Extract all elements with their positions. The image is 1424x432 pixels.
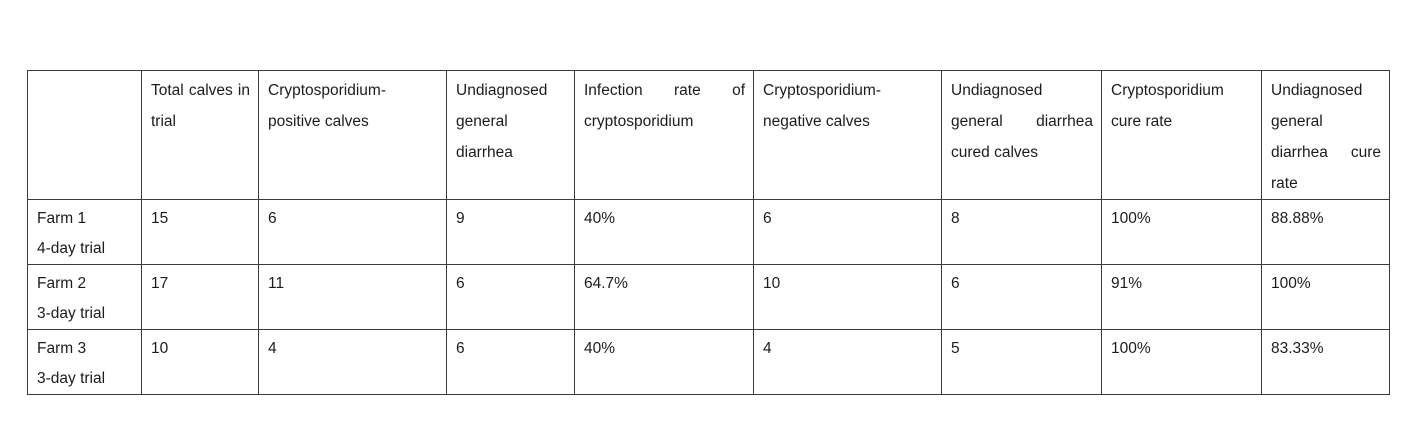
row-label-cell: Farm 1 4-day trial xyxy=(27,199,142,265)
table-cell: 40% xyxy=(574,199,754,265)
table-cell: 64.7% xyxy=(574,264,754,330)
table-cell: 40% xyxy=(574,329,754,395)
table-row-farm-1: Farm 1 4-day trial 15 6 9 40% 6 8 100% 8… xyxy=(27,199,1390,265)
farm-label: Farm 2 xyxy=(37,275,87,292)
table-cell: 5 xyxy=(941,329,1102,395)
header-undiagnosed-diarrhea: Undiagnosed general diarrhea xyxy=(446,70,575,200)
table-cell: 4 xyxy=(753,329,942,395)
row-label-cell: Farm 2 3-day trial xyxy=(27,264,142,330)
header-total-calves: Total calves in trial xyxy=(141,70,259,200)
table-cell: 100% xyxy=(1101,199,1262,265)
table-cell: 17 xyxy=(141,264,259,330)
header-crypto-cure-rate: Cryptosporidium cure rate xyxy=(1101,70,1262,200)
calf-trial-table: Total calves in trial Cryptosporidium-po… xyxy=(27,70,1390,395)
header-crypto-positive: Cryptosporidium-positive calves xyxy=(258,70,447,200)
table-cell: 100% xyxy=(1261,264,1390,330)
table-cell: 9 xyxy=(446,199,575,265)
table-cell: 6 xyxy=(753,199,942,265)
table-cell: 10 xyxy=(753,264,942,330)
table-cell: 4 xyxy=(258,329,447,395)
table-cell: 6 xyxy=(258,199,447,265)
table-cell: 100% xyxy=(1101,329,1262,395)
trial-label: 3-day trial xyxy=(37,305,106,322)
table-cell: 11 xyxy=(258,264,447,330)
table-cell: 91% xyxy=(1101,264,1262,330)
table-cell: 6 xyxy=(446,264,575,330)
table-cell: 88.88% xyxy=(1261,199,1390,265)
header-diarrhea-cure-rate: Undiagnosed general diarrhea cure rate xyxy=(1261,70,1390,200)
header-infection-rate: Infection rate of cryptosporidium xyxy=(574,70,754,200)
table-row-farm-2: Farm 2 3-day trial 17 11 6 64.7% 10 6 91… xyxy=(27,264,1390,330)
table-cell: 83.33% xyxy=(1261,329,1390,395)
header-row: Total calves in trial Cryptosporidium-po… xyxy=(27,70,1390,200)
farm-label: Farm 1 xyxy=(37,210,87,227)
table-cell: 15 xyxy=(141,199,259,265)
row-label-cell: Farm 3 3-day trial xyxy=(27,329,142,395)
farm-label: Farm 3 xyxy=(37,340,87,357)
header-diarrhea-cured-calves: Undiagnosed general diarrhea cured calve… xyxy=(941,70,1102,200)
table-cell: 6 xyxy=(446,329,575,395)
table-cell: 10 xyxy=(141,329,259,395)
trial-label: 3-day trial xyxy=(37,370,106,387)
table-row-farm-3: Farm 3 3-day trial 10 4 6 40% 4 5 100% 8… xyxy=(27,329,1390,395)
table-cell: 8 xyxy=(941,199,1102,265)
trial-label: 4-day trial xyxy=(37,240,106,257)
table-cell: 6 xyxy=(941,264,1102,330)
header-empty-cell xyxy=(27,70,142,200)
header-crypto-negative: Cryptosporidium-negative calves xyxy=(753,70,942,200)
